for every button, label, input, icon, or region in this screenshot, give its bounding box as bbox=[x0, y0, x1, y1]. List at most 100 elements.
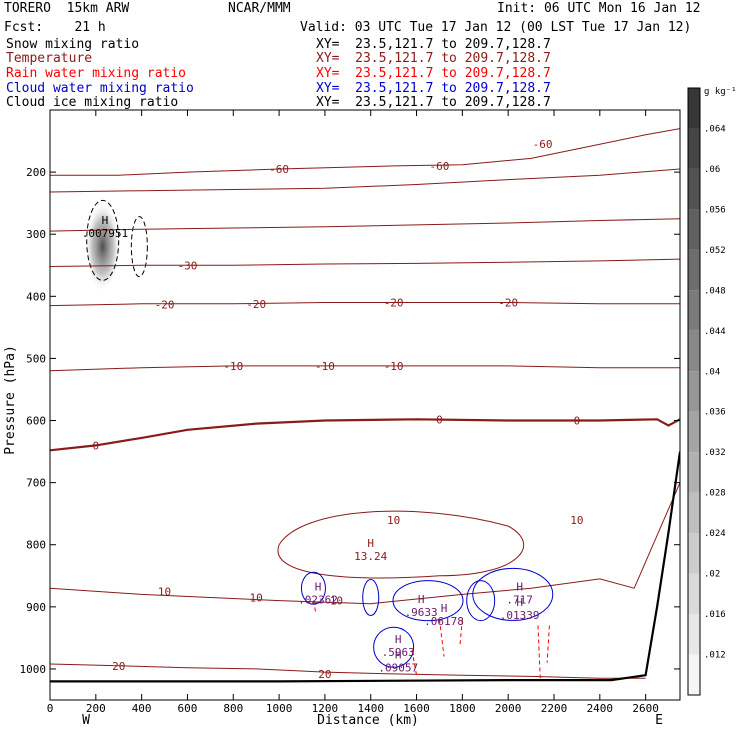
field-name-cloud-ice: Cloud ice mixing ratio bbox=[6, 95, 179, 110]
x-tick-label: 400 bbox=[132, 702, 152, 715]
temperature-contour-label: -20 bbox=[384, 297, 404, 310]
y-axis-label: Pressure (hPa) bbox=[3, 345, 18, 455]
colorbar-unit: g kg⁻¹ bbox=[704, 87, 737, 97]
temperature-contour-label: -20 bbox=[498, 297, 518, 310]
colorbar-frame bbox=[687, 87, 701, 696]
y-tick-label: 1000 bbox=[20, 663, 47, 676]
field-name-rain: Rain water mixing ratio bbox=[6, 66, 187, 81]
colorbar-swatch bbox=[688, 330, 700, 372]
colorbar-tick-label: .02 bbox=[704, 570, 720, 580]
colorbar-swatch bbox=[688, 371, 700, 412]
field-xy-snow: XY= 23.5,121.7 to 209.7,128.7 bbox=[316, 37, 551, 52]
colorbar-tick-label: .028 bbox=[704, 489, 726, 499]
temperature-contour-label: -60 bbox=[533, 138, 553, 151]
temperature-contour-label: -60 bbox=[269, 163, 289, 176]
y-tick-label: 800 bbox=[26, 539, 46, 552]
temperature-contour bbox=[277, 510, 525, 579]
colorbar-tick-label: .044 bbox=[704, 327, 726, 337]
extremum-value: .01339 bbox=[500, 609, 540, 622]
colorbar-tick-label: .036 bbox=[704, 408, 726, 418]
extremum-value: .717 bbox=[506, 593, 533, 606]
x-tick-label: 1800 bbox=[449, 702, 476, 715]
x-tick-label: 2000 bbox=[495, 702, 522, 715]
colorbar-tick-label: .016 bbox=[704, 610, 726, 620]
valid-time: Valid: 03 UTC Tue 17 Jan 12 (00 LST Tue … bbox=[300, 20, 692, 35]
extremum-value: .007951 bbox=[82, 227, 128, 240]
colorbar-tick-label: .064 bbox=[704, 124, 726, 134]
temperature-contour-label: -10 bbox=[384, 360, 404, 373]
colorbar-tick-label: .032 bbox=[704, 448, 726, 458]
rain-water-contour bbox=[411, 650, 418, 676]
temperature-contour bbox=[50, 258, 680, 267]
rain-water-contour bbox=[312, 600, 317, 614]
extremum-value: .09057 bbox=[378, 662, 418, 675]
field-xy-cloud-ice: XY= 23.5,121.7 to 209.7,128.7 bbox=[316, 95, 551, 110]
colorbar-tick-label: .048 bbox=[704, 286, 726, 296]
y-tick-label: 900 bbox=[26, 601, 46, 614]
temperature-contour-label: 20 bbox=[112, 660, 125, 673]
cloud-water-contour bbox=[392, 580, 464, 622]
temperature-contour bbox=[50, 128, 680, 176]
colorbar-swatch bbox=[688, 88, 700, 129]
terrain-line bbox=[50, 451, 680, 683]
cloud-water-contour bbox=[362, 579, 380, 617]
extremum-mark: H bbox=[367, 537, 374, 550]
colorbar-swatch bbox=[688, 128, 700, 169]
extremum-value: .5963 bbox=[382, 646, 415, 659]
extremum-value: .02362 bbox=[298, 593, 338, 606]
temperature-contour-label: -10 bbox=[223, 360, 243, 373]
temperature-contour-label: -60 bbox=[430, 160, 450, 173]
colorbar-tick-label: .056 bbox=[704, 205, 726, 215]
extremum-value: 13.24 bbox=[354, 550, 387, 563]
field-xy-cloud-water: XY= 23.5,121.7 to 209.7,128.7 bbox=[316, 81, 551, 96]
colorbar-tick-label: .06 bbox=[704, 165, 720, 175]
extremum-mark: H bbox=[441, 602, 448, 615]
extremum-mark: H bbox=[516, 580, 523, 593]
center-title: NCAR/MMM bbox=[228, 1, 291, 16]
temperature-contour-label: 10 bbox=[330, 595, 343, 608]
colorbar-tick-label: .052 bbox=[704, 246, 726, 256]
y-tick-label: 600 bbox=[26, 415, 46, 428]
x-left-end-label: W bbox=[82, 713, 90, 728]
field-xy-temperature: XY= 23.5,121.7 to 209.7,128.7 bbox=[316, 51, 551, 66]
cloud-water-contour bbox=[472, 567, 554, 621]
cloud-water-contour bbox=[373, 626, 415, 668]
model-title: TORERO 15km ARW bbox=[4, 1, 130, 16]
y-tick-label: 400 bbox=[26, 290, 46, 303]
colorbar-swatch bbox=[688, 614, 700, 655]
x-tick-label: 1000 bbox=[266, 702, 293, 715]
colorbar-swatch bbox=[688, 209, 700, 250]
extremum-value: .06178 bbox=[424, 615, 464, 628]
extremum-mark: H bbox=[395, 633, 402, 646]
x-tick-label: 600 bbox=[178, 702, 198, 715]
extremum-mark: H bbox=[395, 649, 402, 662]
x-tick-label: 800 bbox=[223, 702, 243, 715]
x-tick-label: 1200 bbox=[312, 702, 339, 715]
snow-shading bbox=[84, 201, 121, 292]
cloud-water-contour bbox=[300, 571, 326, 605]
y-tick-label: 700 bbox=[26, 477, 46, 490]
y-tick-label: 200 bbox=[26, 166, 46, 179]
colorbar-swatch bbox=[688, 533, 700, 574]
temperature-contour bbox=[50, 482, 680, 605]
forecast-hour: Fcst: 21 h bbox=[4, 20, 106, 35]
temperature-contour bbox=[50, 365, 680, 372]
temperature-contour bbox=[50, 302, 680, 307]
temperature-contour-label: 0 bbox=[574, 415, 581, 428]
cloud-ice-contour bbox=[86, 199, 120, 281]
x-tick-label: 2400 bbox=[587, 702, 614, 715]
temperature-contour-label: 20 bbox=[318, 668, 331, 681]
y-tick-label: 300 bbox=[26, 228, 46, 241]
field-name-cloud-water: Cloud water mixing ratio bbox=[6, 81, 194, 96]
temperature-contour-label: 10 bbox=[570, 514, 583, 527]
field-name-snow: Snow mixing ratio bbox=[6, 37, 140, 52]
temperature-contour-label: 10 bbox=[387, 514, 400, 527]
x-tick-label: 1600 bbox=[403, 702, 430, 715]
temperature-contour-label: -30 bbox=[178, 259, 198, 272]
temperature-contour-label: -10 bbox=[315, 360, 335, 373]
x-tick-label: 2600 bbox=[632, 702, 659, 715]
colorbar-swatch bbox=[688, 249, 700, 291]
colorbar-swatch bbox=[688, 452, 700, 493]
colorbar-swatch bbox=[688, 290, 700, 331]
